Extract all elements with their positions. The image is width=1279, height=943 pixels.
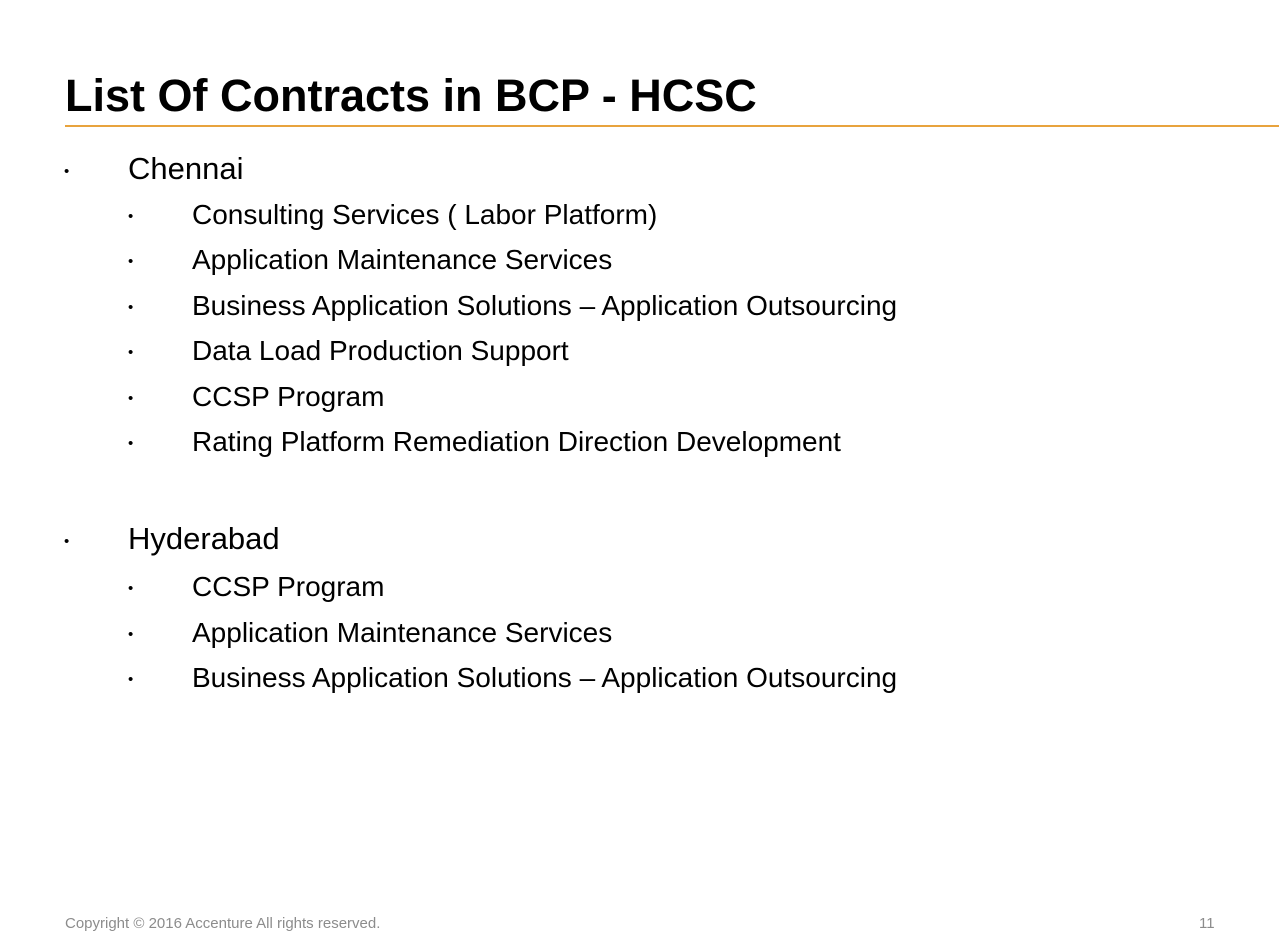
contract-item: Rating Platform Remediation Direction De… bbox=[192, 426, 841, 457]
bullet-icon: • bbox=[128, 344, 134, 361]
footer-copyright: Copyright © 2016 Accenture All rights re… bbox=[65, 915, 381, 932]
bullet-icon: • bbox=[64, 163, 70, 180]
contract-item: Business Application Solutions – Applica… bbox=[192, 290, 898, 321]
bullet-icon: • bbox=[128, 626, 134, 643]
contract-item: Consulting Services ( Labor Platform) bbox=[192, 199, 658, 230]
slide-title: List Of Contracts in BCP - HCSC bbox=[65, 70, 757, 121]
title-underline bbox=[65, 125, 1279, 127]
location-chennai: Chennai bbox=[128, 151, 244, 186]
contract-item: Application Maintenance Services bbox=[192, 617, 613, 648]
location-hyderabad: Hyderabad bbox=[128, 521, 280, 556]
bullet-icon: • bbox=[128, 671, 134, 688]
page-number: 11 bbox=[1199, 915, 1215, 932]
bullet-icon: • bbox=[128, 208, 134, 225]
bullet-icon: • bbox=[64, 533, 70, 550]
contract-item: Data Load Production Support bbox=[192, 335, 569, 366]
contract-item: Business Application Solutions – Applica… bbox=[192, 662, 898, 693]
bullet-icon: • bbox=[128, 299, 134, 316]
contract-item: CCSP Program bbox=[192, 571, 385, 602]
bullet-icon: • bbox=[128, 390, 134, 407]
contract-item: CCSP Program bbox=[192, 381, 385, 412]
bullet-icon: • bbox=[128, 253, 134, 270]
bullet-icon: • bbox=[128, 580, 134, 597]
bullet-icon: • bbox=[128, 435, 134, 452]
contract-item: Application Maintenance Services bbox=[192, 244, 613, 275]
